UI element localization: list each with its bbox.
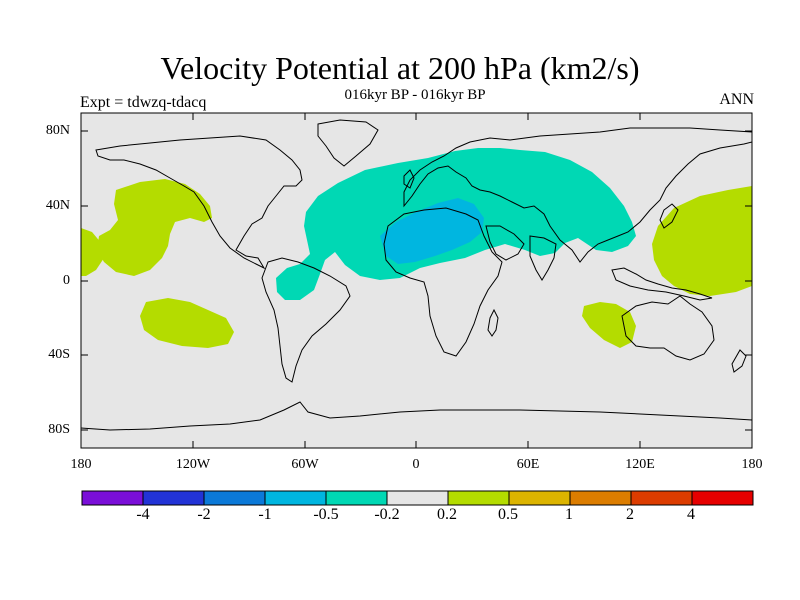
lon-tick-label: 0 [412,457,420,472]
region-blue-sahara [380,198,484,264]
coast-british-isles [403,169,415,189]
coast-antarctica [80,401,753,431]
region-green-indian-ocean [582,302,636,348]
colorbar-label: 1 [565,506,573,523]
colorbar-label: -4 [136,506,150,523]
region-green-w-pacific [652,186,752,296]
lon-tick-label: 180 [70,457,92,472]
colorbar-label: -1 [258,506,272,523]
colorbar [81,490,754,506]
colorbar-swatch [81,490,144,506]
lat-tick-label: 40N [45,198,70,213]
coastlines [80,119,753,431]
coast-arabia [485,225,525,261]
region-green-se-pacific [140,298,234,348]
lat-tick-label: 40S [48,347,70,362]
season-label: ANN [719,91,754,108]
experiment-label: Expt = tdwzq-tdacq [80,94,207,111]
lon-tick-label: 60E [516,457,540,472]
lon-tick-label: 120E [625,457,655,472]
lon-tick-label: 180 [741,457,763,472]
map-title: Velocity Potential at 200 hPa (km2/s) [160,50,640,86]
colorbar-label: 0.2 [437,506,457,523]
lon-tick-label: 120W [175,457,211,472]
colorbar-swatch [569,490,632,506]
colorbar-label: 0.5 [498,506,518,523]
lon-tick-label: 60W [291,457,319,472]
colorbar-swatch [447,490,510,506]
colorbar-swatch [630,490,693,506]
colorbar-swatch [386,490,449,506]
coast-madagascar [487,308,499,337]
axis-ticks [81,113,752,448]
contour-regions [81,148,752,348]
coast-india [529,235,557,281]
coast-australia [621,295,715,361]
coast-south-america [261,257,351,383]
colorbar-swatch [691,490,754,506]
colorbar-label: -0.2 [374,506,400,523]
region-green-e-pacific [81,228,104,276]
colorbar-label: 2 [626,506,634,523]
colorbar-label: -0.5 [313,506,339,523]
lat-tick-label: 0 [63,273,70,288]
lat-tick-label: 80N [45,123,70,138]
coast-eurasia [403,127,753,263]
region-green-ne-pacific [97,179,212,276]
coast-africa [383,207,503,357]
coast-sea-islands [611,267,713,301]
coast-greenland [317,119,379,167]
map-subtitle: 016kyr BP - 016kyr BP [344,87,486,103]
colorbar-label: -2 [197,506,211,523]
colorbar-swatch [264,490,327,506]
coast-japan [659,203,679,229]
colorbar-swatch [508,490,571,506]
coast-north-america [95,135,303,270]
colorbar-label: 4 [687,506,695,523]
colorbar-swatch [142,490,205,506]
lat-tick-label: 80S [48,422,70,437]
colorbar-swatch [203,490,266,506]
colorbar-swatch [325,490,388,506]
